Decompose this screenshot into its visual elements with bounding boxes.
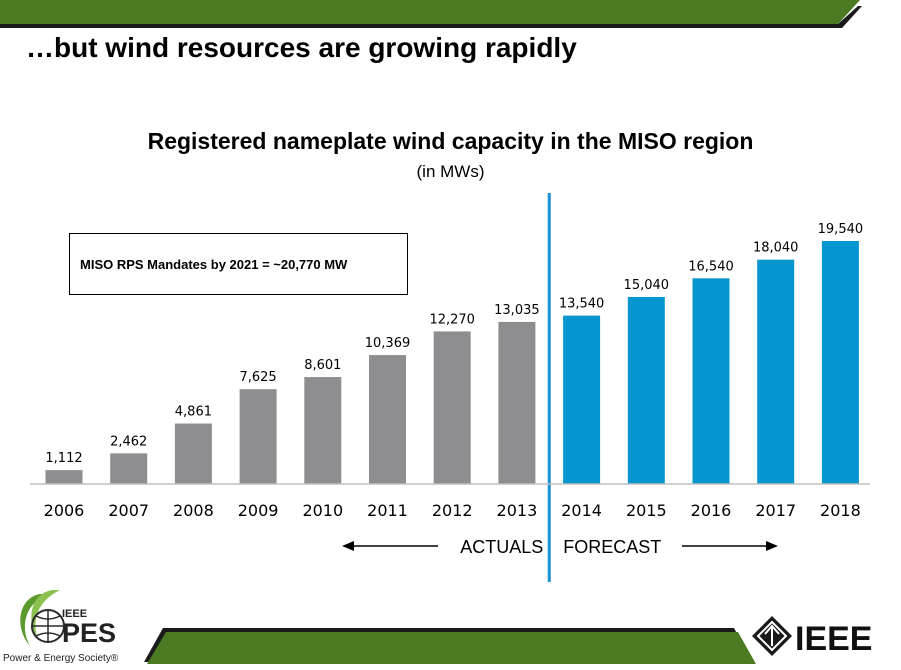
bar-2016 [692,278,730,484]
x-tick-label-2014: 2014 [561,501,602,520]
x-tick-label-2013: 2013 [497,501,538,520]
bottom-banner [144,628,756,664]
ieee-diamond-arrow [764,624,780,646]
ieee-logo-text: IEEE [795,620,872,658]
bar-2017 [757,259,795,484]
data-label-2014: 13,540 [559,297,605,312]
data-label-2010: 8,601 [304,358,341,373]
bar-chart: 1,112 2006 2,462 2007 4,861 2008 7,625 2009 8,60… [30,193,870,582]
mandate-annotation-box: MISO RPS Mandates by 2021 = ~20,770 MW [69,233,408,295]
top-banner [0,0,862,28]
pes-globe-lines [32,610,64,642]
ieee-pes-logo: IEEE PES Power & Energy Society® [3,590,119,664]
top-banner-shadow [0,6,862,28]
ieee-diamond-inner [756,620,788,652]
bar-2012 [433,331,471,484]
data-label-2008: 4,861 [175,405,212,420]
data-label-2007: 2,462 [110,434,147,449]
bar-2006 [45,470,83,484]
actuals-label: ACTUALS [460,537,543,557]
bar-2013 [498,321,536,484]
bar-2018 [821,241,859,484]
pes-swoosh-icon-inner [31,590,60,640]
bar-2009 [239,389,277,484]
x-tick-label-2017: 2017 [755,501,796,520]
x-tick-label-2009: 2009 [238,501,279,520]
actuals-arrow-head-icon [342,541,354,551]
data-label-2018: 19,540 [818,222,864,237]
bar-2014 [563,315,601,484]
x-tick-label-2007: 2007 [108,501,149,520]
data-label-2009: 7,625 [239,370,276,385]
bar-2010 [304,377,342,484]
x-tick-label-2011: 2011 [367,501,408,520]
bar-2007 [110,453,148,484]
data-label-2013: 13,035 [494,303,540,318]
bar-2011 [369,355,406,484]
x-tick-label-2015: 2015 [626,501,667,520]
x-tick-label-2016: 2016 [691,501,732,520]
data-label-2017: 18,040 [753,241,799,256]
pes-swoosh-icon [20,594,48,646]
ieee-logo: IEEE [752,616,872,658]
data-label-2012: 12,270 [429,312,475,327]
bottom-banner-green [147,632,756,664]
data-label-2016: 16,540 [688,259,734,274]
data-label-2006: 1,112 [45,451,82,466]
chart-subtitle: (in MWs) [416,162,485,181]
bar-2008 [174,423,212,484]
top-banner-green [0,0,860,24]
forecast-arrow-head-icon [766,541,778,551]
bar-2015 [627,296,665,484]
x-tick-label-2008: 2008 [173,501,214,520]
forecast-label: FORECAST [563,537,661,557]
data-label-2015: 15,040 [624,278,670,293]
pes-logo-main: PES [62,618,116,648]
data-label-2011: 10,369 [365,336,411,351]
pes-logo-ieee: IEEE [62,608,87,620]
x-tick-label-2010: 2010 [302,501,343,520]
chart-title: Registered nameplate wind capacity in th… [147,128,754,154]
pes-logo-tagline: Power & Energy Society® [3,653,119,664]
mandate-annotation-text: MISO RPS Mandates by 2021 = ~20,770 MW [80,256,348,272]
x-tick-label-2006: 2006 [44,501,85,520]
x-tick-label-2018: 2018 [820,501,861,520]
x-tick-label-2012: 2012 [432,501,473,520]
slide-title: …but wind resources are growing rapidly [26,32,577,63]
